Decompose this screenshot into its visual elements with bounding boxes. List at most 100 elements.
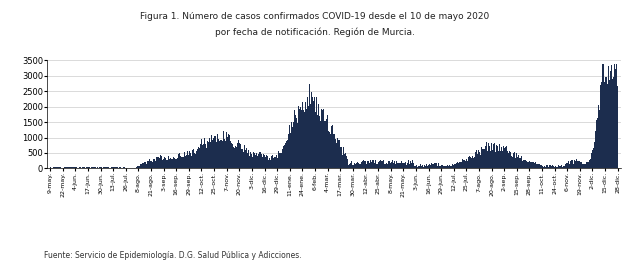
Bar [205, 144, 206, 168]
Bar [103, 167, 105, 168]
Bar [439, 166, 440, 168]
Bar [530, 161, 531, 168]
Bar [330, 134, 331, 168]
Bar [391, 161, 392, 168]
Bar [387, 164, 388, 168]
Bar [221, 140, 222, 168]
Bar [445, 166, 447, 168]
Bar [583, 164, 584, 168]
Bar [258, 154, 259, 168]
Bar [182, 157, 183, 168]
Bar [601, 82, 602, 168]
Bar [300, 107, 301, 168]
Bar [553, 166, 554, 168]
Bar [418, 166, 419, 168]
Bar [479, 152, 480, 168]
Bar [144, 161, 146, 168]
Bar [206, 148, 207, 168]
Bar [259, 152, 260, 168]
Bar [554, 166, 556, 168]
Bar [608, 66, 609, 168]
Bar [403, 163, 404, 168]
Bar [155, 161, 156, 168]
Bar [388, 161, 389, 168]
Bar [520, 156, 522, 168]
Bar [561, 165, 562, 168]
Bar [299, 109, 300, 168]
Bar [427, 166, 428, 168]
Bar [549, 165, 550, 168]
Bar [563, 165, 564, 168]
Bar [604, 82, 605, 168]
Bar [351, 161, 352, 168]
Bar [494, 144, 495, 168]
Bar [560, 166, 561, 168]
Bar [278, 151, 279, 168]
Bar [345, 153, 346, 168]
Bar [524, 160, 525, 168]
Bar [425, 166, 426, 168]
Bar [321, 110, 323, 168]
Bar [224, 139, 225, 168]
Bar [113, 167, 114, 168]
Bar [293, 122, 294, 168]
Bar [360, 164, 362, 168]
Bar [83, 167, 84, 168]
Bar [476, 150, 477, 168]
Bar [255, 155, 256, 168]
Bar [215, 136, 216, 168]
Bar [266, 156, 268, 168]
Bar [428, 164, 430, 168]
Bar [114, 167, 115, 168]
Bar [183, 157, 184, 168]
Bar [309, 84, 310, 168]
Bar [115, 167, 116, 168]
Bar [161, 156, 163, 168]
Bar [337, 138, 338, 168]
Bar [319, 121, 321, 168]
Bar [75, 167, 76, 168]
Bar [541, 165, 542, 168]
Bar [354, 163, 355, 168]
Bar [458, 163, 459, 168]
Bar [417, 166, 418, 168]
Bar [420, 164, 421, 168]
Bar [407, 163, 408, 168]
Bar [447, 166, 449, 168]
Bar [450, 166, 452, 168]
Bar [326, 119, 327, 168]
Bar [586, 162, 587, 168]
Bar [261, 154, 262, 168]
Text: por fecha de notificación. Región de Murcia.: por fecha de notificación. Región de Mur… [215, 28, 415, 37]
Bar [262, 156, 263, 168]
Bar [170, 158, 171, 168]
Bar [522, 161, 524, 168]
Bar [517, 158, 518, 168]
Bar [539, 166, 541, 168]
Bar [575, 161, 576, 168]
Bar [291, 122, 292, 168]
Bar [284, 145, 285, 168]
Bar [444, 166, 445, 168]
Text: Figura 1. Número de casos confirmados COVID-19 desde el 10 de mayo 2020: Figura 1. Número de casos confirmados CO… [140, 12, 490, 21]
Bar [341, 147, 343, 168]
Bar [529, 161, 530, 168]
Bar [304, 110, 306, 168]
Bar [392, 163, 394, 168]
Bar [184, 152, 185, 168]
Bar [543, 167, 544, 168]
Bar [275, 157, 276, 168]
Bar [531, 162, 532, 168]
Bar [292, 127, 293, 168]
Bar [231, 143, 232, 168]
Bar [280, 153, 281, 168]
Bar [459, 162, 460, 168]
Bar [422, 165, 423, 168]
Bar [243, 152, 244, 168]
Bar [197, 149, 198, 168]
Bar [340, 147, 341, 168]
Bar [466, 159, 467, 168]
Bar [484, 146, 486, 168]
Text: Fuente: Servicio de Epidemiología. D.G. Salud Pública y Adicciones.: Fuente: Servicio de Epidemiología. D.G. … [44, 251, 302, 260]
Bar [493, 144, 494, 168]
